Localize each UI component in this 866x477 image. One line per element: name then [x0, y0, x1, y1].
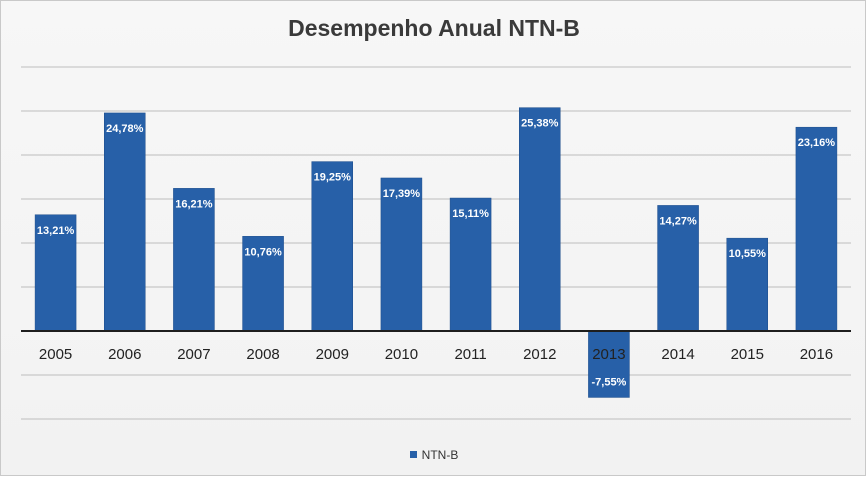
category-label: 2009: [316, 346, 349, 363]
legend-swatch: [409, 451, 417, 459]
bar-2008: [242, 236, 284, 332]
data-label: 16,21%: [175, 198, 213, 210]
bar-2010: [380, 177, 423, 332]
data-label: 15,11%: [452, 208, 489, 220]
bar-2016: [795, 126, 838, 332]
category-label: 2011: [454, 346, 486, 363]
bar-2014: [657, 205, 699, 332]
bar-2007: [173, 188, 215, 332]
legend: NTN-B: [1, 447, 866, 462]
chart-title: Desempenho Anual NTN-B: [288, 15, 580, 41]
category-label: 2015: [731, 346, 764, 363]
data-label: 24,78%: [106, 123, 144, 135]
data-label: 13,21%: [37, 225, 75, 237]
category-labels: 2005 2006 2007 2008 2009 2010 2011 2012 2013 2014…: [39, 346, 833, 363]
data-label: 25,38%: [521, 118, 559, 130]
data-label: 17,39%: [383, 188, 421, 200]
bar-2006: [104, 112, 146, 332]
gridlines: [21, 66, 851, 420]
data-label: 10,55%: [729, 248, 767, 260]
bar-2013: [588, 330, 630, 398]
data-label: 10,76%: [244, 246, 282, 258]
legend-label: NTN-B: [421, 447, 459, 462]
category-label: 2013: [592, 346, 625, 363]
category-label: 2006: [108, 346, 141, 363]
data-label: 14,27%: [659, 215, 697, 227]
bar-2011: [449, 197, 492, 332]
category-label: 2010: [385, 346, 418, 363]
bar-2005: [34, 214, 77, 332]
data-labels: 13,21% 24,78% 16,21% 10,76% 19,25% 17,39% 15,1…: [37, 118, 835, 389]
category-label: 2008: [246, 346, 279, 363]
category-label: 2016: [800, 346, 833, 363]
data-label: 19,25%: [314, 172, 352, 184]
category-label: 2014: [661, 346, 694, 363]
category-label: 2012: [523, 346, 556, 363]
bar-2015: [726, 237, 768, 332]
bars: [34, 107, 838, 398]
bar-2009: [311, 161, 353, 332]
data-label: -7,55%: [591, 376, 626, 388]
category-label: 2005: [39, 346, 72, 363]
data-label: 23,16%: [798, 137, 836, 149]
bar-2012: [519, 107, 561, 332]
category-label: 2007: [177, 346, 210, 363]
